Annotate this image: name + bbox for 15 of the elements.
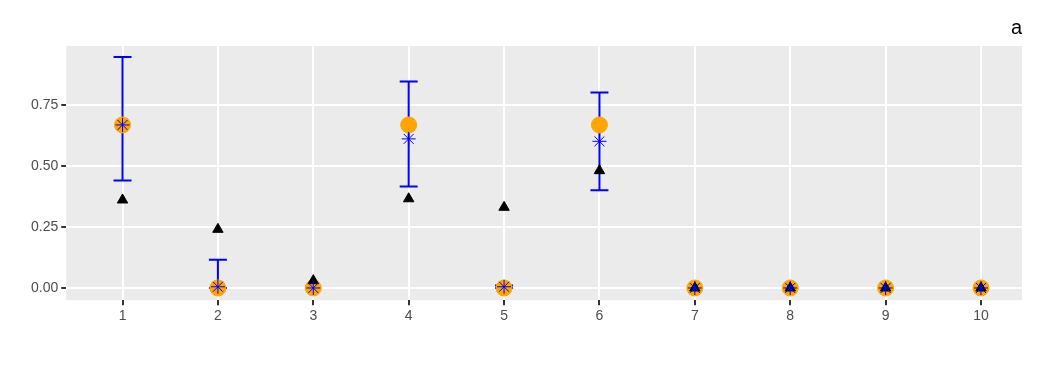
x-tick-label: 2: [214, 307, 223, 324]
chart-title: a: [1010, 15, 1023, 38]
y-tick-label: 0.25: [31, 217, 59, 234]
x-tick-label: 5: [500, 307, 509, 324]
y-tick-label: 0.00: [31, 278, 59, 295]
x-tick-label: 3: [309, 307, 318, 324]
x-tick-label: 10: [973, 307, 989, 324]
x-tick-label: 8: [786, 307, 795, 324]
x-tick-label: 9: [881, 307, 890, 324]
x-tick-label: 1: [118, 307, 127, 324]
y-tick-label: 0.75: [31, 95, 59, 112]
x-tick-label: 7: [690, 307, 699, 324]
x-tick-label: 4: [404, 307, 413, 324]
y-tick-label: 0.50: [31, 156, 59, 173]
x-tick-label: 6: [595, 307, 604, 324]
